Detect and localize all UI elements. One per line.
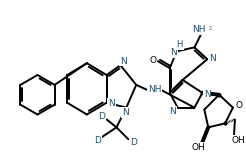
Text: H: H — [176, 40, 183, 49]
Text: NH: NH — [148, 85, 162, 94]
Text: D: D — [130, 138, 137, 147]
Text: $_2$: $_2$ — [208, 24, 213, 33]
Text: D: D — [94, 136, 101, 145]
Text: N: N — [209, 54, 215, 63]
Text: N: N — [169, 107, 176, 116]
Text: N: N — [108, 99, 115, 108]
Text: N: N — [170, 48, 177, 57]
Text: O: O — [150, 56, 156, 65]
Text: N: N — [122, 108, 129, 117]
Text: O: O — [235, 101, 242, 110]
Text: D: D — [98, 112, 105, 121]
Text: OH: OH — [192, 143, 205, 152]
Text: N: N — [204, 90, 211, 99]
Text: OH: OH — [232, 136, 246, 145]
Text: NH: NH — [192, 25, 205, 34]
Text: N: N — [120, 57, 127, 66]
